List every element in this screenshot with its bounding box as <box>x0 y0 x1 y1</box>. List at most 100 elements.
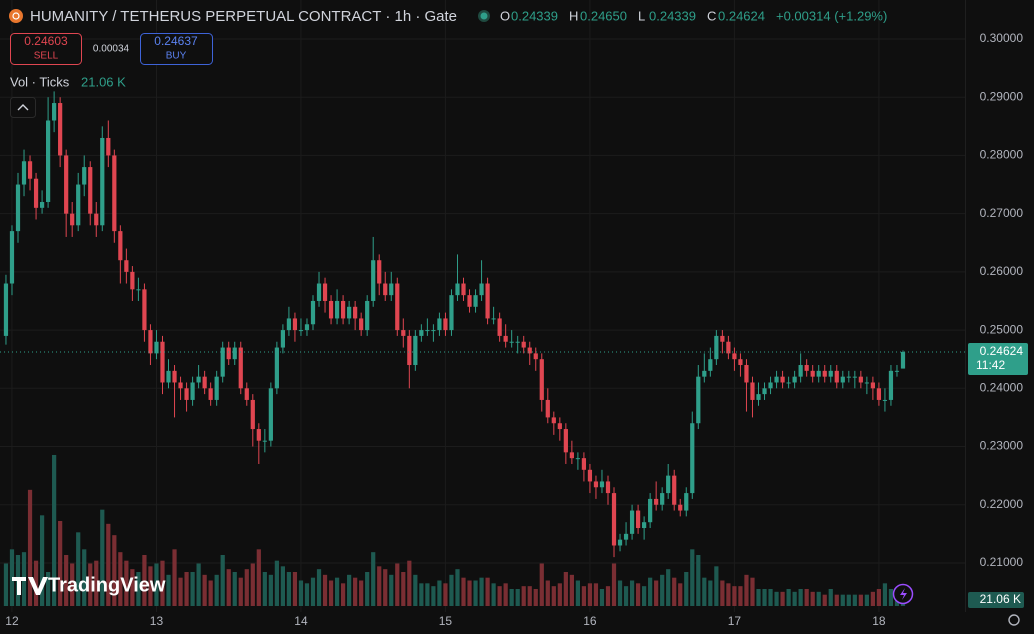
volume-bar <box>304 583 310 606</box>
volume-bar <box>816 591 821 606</box>
volume-bar <box>160 560 165 606</box>
volume-bar <box>250 563 255 606</box>
volume-bar <box>672 577 677 606</box>
candle-body <box>822 370 827 377</box>
candle-body <box>690 423 695 494</box>
legend-value: 0.24339 <box>649 8 696 23</box>
volume-bar <box>136 572 141 606</box>
candle-body <box>220 347 225 377</box>
candle-body <box>756 394 761 400</box>
volume-bar <box>383 569 388 606</box>
candle-body <box>617 539 623 546</box>
legend-change: +0.00314 (+1.29%) <box>776 8 887 23</box>
candle-body <box>563 429 568 453</box>
y-tick-label: 0.21000 <box>980 555 1024 569</box>
volume-bar <box>190 572 195 606</box>
candle-body <box>353 306 358 319</box>
candle-body <box>503 335 508 342</box>
legend-value: 0.24650 <box>580 8 627 23</box>
volume-bar <box>310 577 316 606</box>
symbol-icon-inner <box>12 12 20 20</box>
candle-body <box>852 376 857 378</box>
candle-body <box>250 399 255 430</box>
volume-bar <box>280 566 286 606</box>
candle-layer <box>3 91 906 558</box>
candle-body <box>190 382 195 400</box>
collapse-button[interactable] <box>10 97 36 118</box>
candle-body <box>262 440 267 442</box>
volume-bar <box>605 586 611 606</box>
volume-bar <box>539 563 544 606</box>
candle-body <box>365 300 370 331</box>
volume-bar <box>503 583 508 606</box>
candle-body <box>214 376 219 400</box>
volume-bar <box>587 583 593 606</box>
alert-bolt <box>900 588 907 600</box>
status-dot <box>480 12 488 20</box>
volume-bar <box>666 569 671 606</box>
candle-body <box>551 417 556 424</box>
volume-bar <box>660 574 665 606</box>
candle-body <box>666 475 671 494</box>
candle-body <box>64 155 69 214</box>
candle-body <box>894 370 900 372</box>
candle-body <box>497 318 502 336</box>
volume-bar <box>268 574 273 606</box>
volume-bar <box>455 569 460 606</box>
volume-bar <box>52 454 57 606</box>
volume-bar <box>888 589 894 606</box>
volume-bar <box>623 586 629 606</box>
settings-icon[interactable] <box>1008 614 1020 626</box>
candle-body <box>792 376 797 383</box>
candle-body <box>858 376 863 383</box>
volume-bar <box>58 521 63 606</box>
symbol-icon <box>9 9 23 23</box>
collapse-icon <box>17 104 29 111</box>
volume-bar <box>611 563 617 606</box>
buy-button[interactable] <box>140 33 213 65</box>
y-tick-label: 0.22000 <box>980 497 1024 511</box>
volume-bar <box>684 572 689 606</box>
candle-body <box>389 283 394 296</box>
candle-body <box>533 353 538 360</box>
legend-label: O <box>500 8 510 23</box>
grid-layer <box>0 0 965 612</box>
candle-body <box>780 376 785 383</box>
candle-body <box>45 120 51 203</box>
volume-bar <box>322 574 328 606</box>
volume-bar <box>642 586 647 606</box>
volume-bar <box>112 535 117 606</box>
candle-body <box>316 283 322 301</box>
candle-body <box>810 370 815 377</box>
volume-bar <box>786 589 791 606</box>
candle-body <box>539 359 544 400</box>
volume-bar <box>244 569 249 606</box>
candle-body <box>870 382 875 389</box>
volume-bar <box>792 591 797 606</box>
legend-label: H <box>569 8 578 23</box>
candle-body <box>226 347 231 360</box>
candle-body <box>419 330 424 336</box>
candle-body <box>280 330 286 348</box>
candle-body <box>286 318 292 331</box>
volume-bar <box>196 563 201 606</box>
volume-bar <box>467 580 472 606</box>
volume-bar <box>497 586 502 606</box>
candle-body <box>172 370 177 383</box>
volume-bar <box>828 589 833 606</box>
volume-bar <box>654 580 659 606</box>
sell-button[interactable] <box>10 33 82 65</box>
candle-body <box>395 283 400 331</box>
volume-bar <box>226 569 231 606</box>
candle-body <box>654 498 659 505</box>
volume-bar <box>575 580 580 606</box>
candle-body <box>581 458 587 470</box>
volume-bar <box>858 594 863 606</box>
candle-body <box>557 423 562 430</box>
volume-bar <box>347 574 352 606</box>
legend-value: 0.24339 <box>511 8 558 23</box>
volume-bar <box>407 560 412 606</box>
candle-body <box>605 481 611 494</box>
sell-label: SELL <box>34 51 59 62</box>
